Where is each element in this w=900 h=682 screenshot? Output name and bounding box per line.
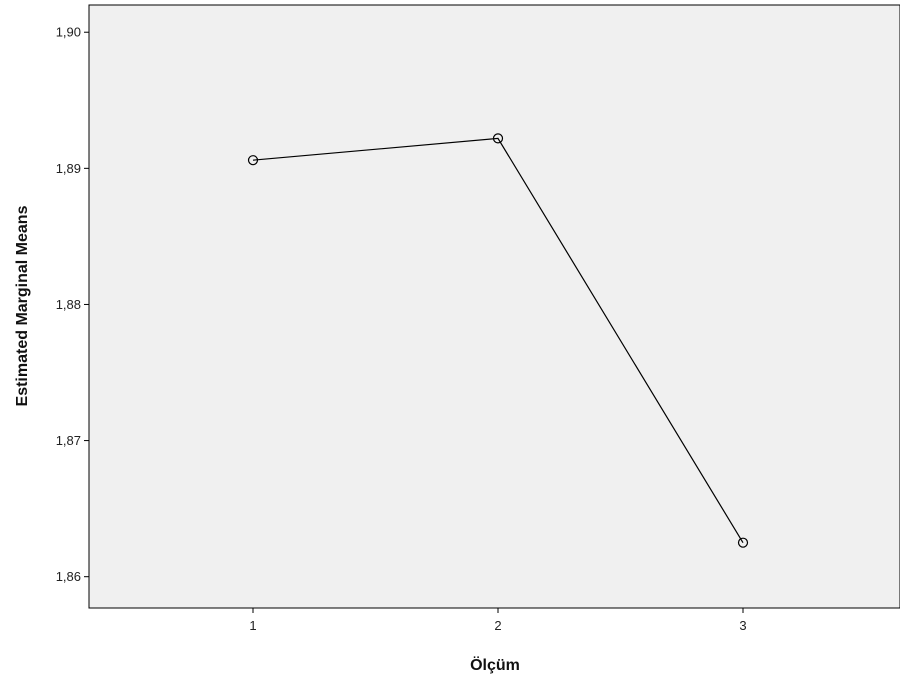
plot-area: [88, 4, 900, 609]
data-point: [247, 155, 259, 166]
series-line: [252, 137, 744, 543]
y-axis-title: Estimated Marginal Means: [14, 205, 31, 406]
data-point: [737, 537, 749, 548]
x-tick-label: 3: [739, 618, 746, 633]
x-tick-label: 2: [494, 618, 501, 633]
y-tick-label: 1,87: [56, 433, 81, 448]
y-axis: 1,86 1,87 1,88 1,89 1,90: [56, 25, 89, 584]
y-tick-label: 1,89: [56, 161, 81, 176]
x-axis: 1 2 3: [249, 608, 747, 633]
y-tick-label: 1,86: [56, 569, 81, 584]
x-axis-title: Ölçüm: [470, 655, 520, 674]
data-point: [492, 133, 504, 144]
y-tick-label: 1,90: [56, 25, 81, 40]
series-layer: [247, 133, 749, 548]
x-tick-label: 1: [249, 618, 256, 633]
y-tick-label: 1,88: [56, 297, 81, 312]
